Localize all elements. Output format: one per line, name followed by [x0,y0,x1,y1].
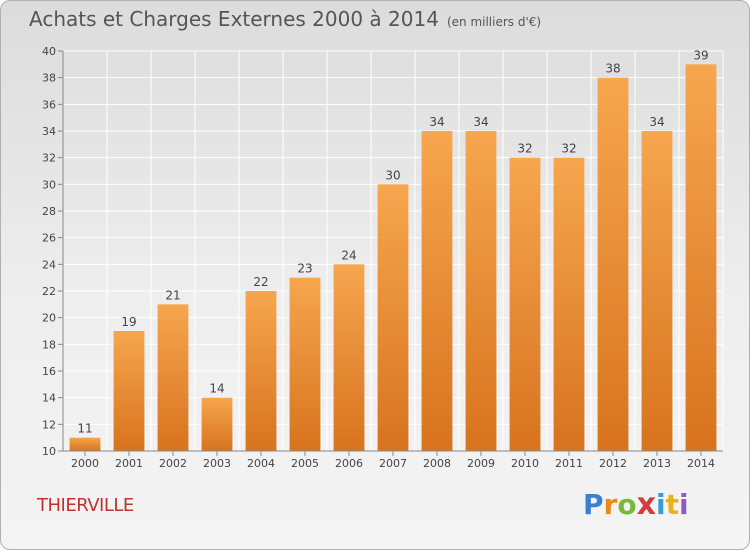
y-tick-label: 24 [42,258,56,271]
y-tick-label: 16 [42,365,56,378]
logo-letter: t [665,488,679,521]
x-tick-label: 2012 [599,457,627,470]
y-tick-label: 22 [42,285,56,298]
bar-value-label: 38 [605,62,620,76]
bar-value-label: 34 [473,115,488,129]
bar-value-label: 14 [209,382,224,396]
bar [245,291,277,451]
bar [377,184,409,452]
y-tick-label: 12 [42,418,56,431]
tick-labels: 10 12 14 16 18 20 22 24 26 28 30 32 34 36 38 40 11 2000 19… [42,45,715,470]
bar [641,131,673,451]
chart-subtitle: (en milliers d'€) [446,15,542,29]
y-tick-label: 28 [42,205,56,218]
logo-letter: i [678,488,689,521]
bar-value-label: 34 [649,115,664,129]
y-tick-label: 20 [42,312,56,325]
bar-value-label: 24 [341,248,356,262]
y-tick-label: 18 [42,338,56,351]
bar-value-label: 32 [561,142,576,156]
bar-value-label: 23 [297,262,312,276]
bars [69,64,717,452]
x-tick-label: 2010 [511,457,539,470]
bar [157,304,189,451]
y-tick-label: 26 [42,232,56,245]
x-tick-label: 2008 [423,457,451,470]
chart-title: Achats et Charges Externes 2000 à 2014 (e… [29,7,541,31]
bar-value-label: 11 [77,422,92,436]
y-tick-label: 36 [42,98,56,111]
x-tick-label: 2003 [203,457,231,470]
axes [58,50,723,456]
bar [553,157,585,451]
bar [333,264,365,451]
y-tick-label: 38 [42,72,56,85]
y-tick-label: 10 [42,445,56,458]
x-tick-label: 2001 [115,457,143,470]
bar-value-label: 30 [385,168,400,182]
bar-value-label: 34 [429,115,444,129]
bar-value-label: 39 [693,48,708,62]
y-tick-label: 30 [42,178,56,191]
bar-value-label: 32 [517,142,532,156]
x-tick-label: 2007 [379,457,407,470]
x-tick-label: 2014 [687,457,715,470]
logo-letter: i [655,488,666,521]
bar [69,437,101,451]
city-name: THIERVILLE [37,495,134,516]
y-tick-label: 34 [42,125,56,138]
bar [289,277,321,451]
bar [597,77,629,452]
x-tick-label: 2004 [247,457,275,470]
logo-letter: r [603,488,618,521]
bar [113,331,145,451]
logo-letter: o [617,488,637,521]
proxiti-logo: Proxiti [583,487,689,522]
bar [421,131,453,451]
bar-value-label: 22 [253,275,268,289]
x-tick-label: 2013 [643,457,671,470]
x-tick-label: 2005 [291,457,319,470]
y-tick-label: 14 [42,392,56,405]
x-tick-label: 2000 [71,457,99,470]
x-tick-label: 2009 [467,457,495,470]
bar-value-label: 21 [165,288,180,302]
bar [509,157,541,451]
logo-letter: P [583,488,604,521]
y-tick-label: 32 [42,152,56,165]
bar-value-label: 19 [121,315,136,329]
bar [465,131,497,451]
bar [685,64,717,452]
x-tick-label: 2011 [555,457,583,470]
x-tick-label: 2006 [335,457,363,470]
logo-letter: x [636,487,656,522]
chart-title-text: Achats et Charges Externes 2000 à 2014 [29,7,439,31]
y-tick-label: 40 [42,45,56,58]
x-tick-label: 2002 [159,457,187,470]
bar [201,397,233,451]
